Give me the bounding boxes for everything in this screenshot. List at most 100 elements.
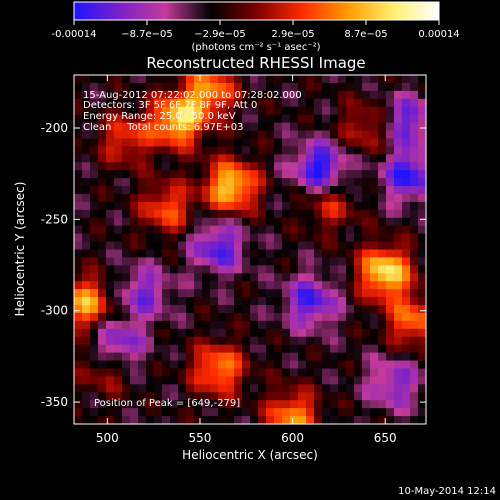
heatmap-cell <box>178 225 187 235</box>
heatmap-cell <box>138 249 147 259</box>
heatmap-cell <box>274 146 283 155</box>
heatmap-cell <box>186 297 195 306</box>
heatmap-cell <box>290 154 299 163</box>
heatmap-cell <box>162 82 171 92</box>
heatmap-cell <box>314 400 323 409</box>
heatmap-cell <box>330 122 339 132</box>
heatmap-cell <box>218 178 227 187</box>
heatmap-cell <box>114 392 123 401</box>
heatmap-cell <box>82 178 91 187</box>
heatmap-cell <box>298 138 307 147</box>
heatmap-cell <box>74 257 83 266</box>
heatmap-cell <box>98 400 107 409</box>
heatmap-cell <box>362 225 371 235</box>
heatmap-cell <box>378 193 387 203</box>
heatmap-cell <box>322 170 331 179</box>
heatmap-cell <box>130 98 139 108</box>
heatmap-cell <box>90 201 99 211</box>
heatmap-cell <box>218 209 227 219</box>
heatmap-cell <box>394 312 403 322</box>
heatmap-cell <box>258 336 267 346</box>
heatmap-cell <box>402 162 411 171</box>
heatmap-cell <box>154 257 163 266</box>
heatmap-cell <box>410 201 419 211</box>
heatmap-cell <box>266 273 275 282</box>
heatmap-cell <box>410 193 419 203</box>
heatmap-cell <box>178 106 187 116</box>
heatmap-cell <box>274 130 283 140</box>
heatmap-cell <box>106 360 115 370</box>
heatmap-cell <box>178 352 187 362</box>
heatmap-cell <box>266 312 275 322</box>
heatmap-cell <box>250 130 259 140</box>
heatmap-cell <box>346 162 355 171</box>
heatmap-cell <box>266 400 275 409</box>
heatmap-cell <box>146 130 155 140</box>
heatmap-cell <box>338 98 347 108</box>
heatmap-cell <box>242 344 251 354</box>
heatmap-cell <box>178 360 187 370</box>
heatmap-cell <box>146 281 155 290</box>
heatmap-cell <box>226 193 235 203</box>
heatmap-cell <box>90 289 99 298</box>
heatmap-cell <box>226 328 235 338</box>
heatmap-cell <box>394 336 403 346</box>
heatmap-cell <box>418 352 427 362</box>
heatmap-cell <box>306 376 315 385</box>
heatmap-cell <box>402 217 411 227</box>
heatmap-cell <box>82 328 91 338</box>
heatmap-cell <box>74 114 83 124</box>
heatmap-cell <box>282 289 291 298</box>
heatmap-cell <box>130 273 139 282</box>
heatmap-cell <box>138 201 147 211</box>
heatmap-cell <box>146 225 155 235</box>
heatmap-cell <box>210 201 219 211</box>
heatmap-cell <box>250 257 259 266</box>
heatmap-cell <box>370 400 379 409</box>
heatmap-cell <box>106 233 115 243</box>
heatmap-cell <box>250 384 259 393</box>
heatmap-cell <box>162 154 171 163</box>
heatmap-cell <box>306 273 315 282</box>
heatmap-cell <box>82 376 91 385</box>
heatmap-cell <box>226 336 235 346</box>
heatmap-cell <box>266 416 275 425</box>
heatmap-cell <box>162 233 171 243</box>
heatmap-cell <box>218 186 227 195</box>
heatmap-cell <box>298 328 307 338</box>
heatmap-cell <box>418 138 427 147</box>
heatmap-cell <box>354 336 363 346</box>
heatmap-cell <box>194 178 203 187</box>
heatmap-cell <box>218 320 227 330</box>
heatmap-cell <box>322 312 331 322</box>
heatmap-cell <box>242 75 251 84</box>
heatmap-cell <box>378 178 387 187</box>
heatmap-cell <box>330 186 339 195</box>
heatmap-cell <box>122 186 131 195</box>
heatmap-cell <box>362 186 371 195</box>
heatmap-cell <box>370 114 379 124</box>
heatmap-cell <box>74 170 83 179</box>
heatmap-cell <box>306 162 315 171</box>
heatmap-cell <box>106 281 115 290</box>
heatmap-cell <box>370 416 379 425</box>
heatmap-cell <box>146 249 155 259</box>
heatmap-cell <box>330 360 339 370</box>
heatmap-cell <box>250 368 259 378</box>
heatmap-cell <box>218 249 227 259</box>
heatmap-cell <box>82 82 91 92</box>
heatmap-cell <box>74 281 83 290</box>
heatmap-cell <box>282 130 291 140</box>
heatmap-cell <box>354 360 363 370</box>
heatmap-cell <box>194 249 203 259</box>
heatmap-cell <box>298 225 307 235</box>
heatmap-cell <box>226 297 235 306</box>
heatmap-cell <box>410 257 419 266</box>
heatmap-cell <box>82 281 91 290</box>
heatmap-cell <box>82 106 91 116</box>
heatmap-cell <box>274 336 283 346</box>
heatmap-cell <box>234 186 243 195</box>
annotations: 15-Aug-2012 07:22:02.000 to 07:28:02.000… <box>83 90 302 409</box>
heatmap-cell <box>402 408 411 417</box>
heatmap-cell <box>114 384 123 393</box>
